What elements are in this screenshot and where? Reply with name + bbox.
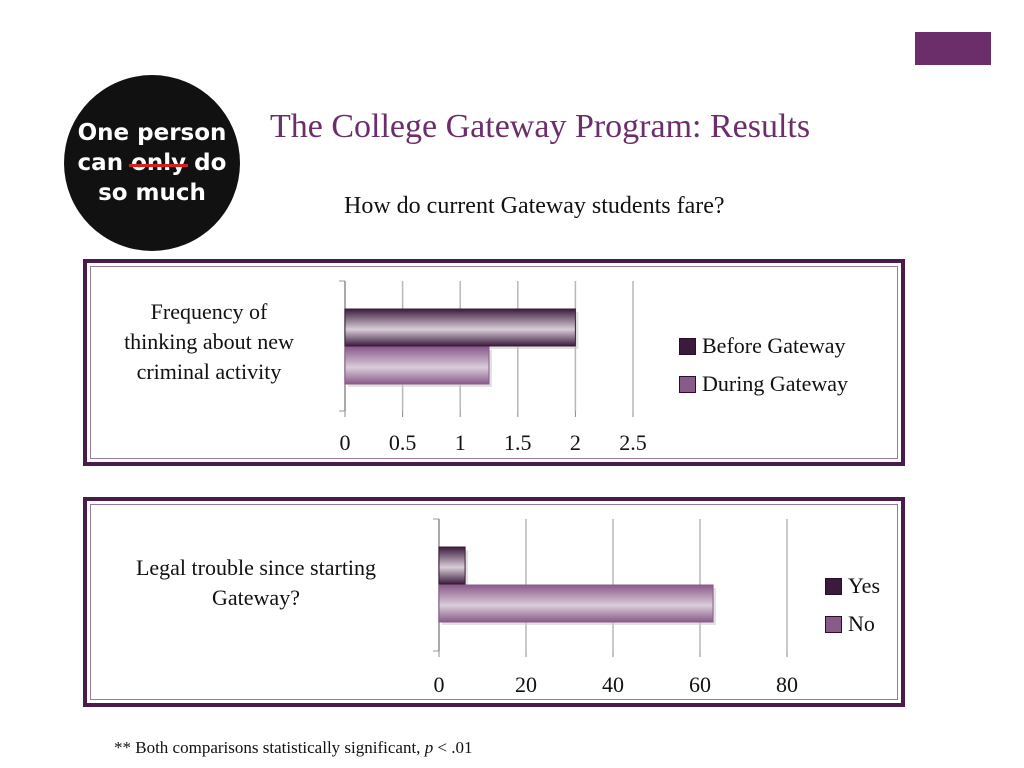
category-label-line: thinking about new [124,329,294,354]
tick-label: 0 [434,672,445,697]
chart-panel-frequency: Frequency of thinking about new criminal… [83,259,905,466]
category-label-line: Frequency of [150,299,268,324]
bar-chart-frequency: 0 0.5 1 1.5 2 2.5 [339,280,647,455]
category-label-frequency: Frequency of thinking about new criminal… [87,297,331,387]
footnote-p: p [424,738,434,757]
tick-label: 20 [515,672,537,697]
legend-swatch-during [679,375,696,393]
footnote: ** Both comparisons statistically signif… [114,738,473,758]
footnote-prefix: ** Both comparisons statistically signif… [114,738,425,757]
bar-yes [438,546,466,585]
slide-title: The College Gateway Program: Results [270,108,811,145]
legend-legal: Yes No [825,567,880,643]
tick-label: 0.5 [389,430,417,455]
bar-chart-legal: 0 20 40 60 80 [433,518,798,697]
tick-label: 80 [776,672,798,697]
slide-subtitle: How do current Gateway students fare? [344,193,725,219]
legend-frequency: Before Gateway During Gateway [679,327,848,403]
legend-item-during: During Gateway [679,365,848,403]
legend-swatch-before [679,337,696,355]
logo-badge: One person can only do so much [64,75,240,251]
logo-strike-word: only [131,150,187,176]
legend-swatch-no [825,615,842,633]
tick-label: 0 [340,430,351,455]
bar-before-gateway [344,308,576,347]
category-label-line: Legal trouble since starting [135,555,377,580]
logo-line-1: One person [77,120,227,146]
tick-label: 2 [570,430,581,455]
tick-label: 1.5 [504,430,532,455]
category-label-legal: Legal trouble since starting Gateway? [87,553,425,613]
bar-no [438,584,714,623]
legend-label-no: No [848,611,875,636]
legend-item-before: Before Gateway [679,327,848,365]
tick-label: 2.5 [619,430,647,455]
legend-label-during: During Gateway [702,371,849,396]
category-label-line: criminal activity [136,359,282,384]
corner-accent-box [915,32,991,65]
legend-label-before: Before Gateway [702,333,846,358]
logo-line-3: so much [98,180,206,206]
logo-line-2: can only do [78,148,227,178]
footnote-suffix: < .01 [433,738,473,757]
legend-item-no: No [825,605,880,643]
logo-line-2-b: do [186,150,227,176]
bar-during-gateway [344,346,490,385]
legend-label-yes: Yes [848,573,881,598]
tick-label: 1 [455,430,466,455]
chart-panel-legal: Legal trouble since starting Gateway? 0 2… [83,497,905,707]
tick-label: 40 [602,672,624,697]
category-label-line: Gateway? [212,585,300,610]
tick-label: 60 [689,672,711,697]
legend-swatch-yes [825,577,842,595]
legend-item-yes: Yes [825,567,880,605]
logo-line-2-a: can [77,150,132,176]
